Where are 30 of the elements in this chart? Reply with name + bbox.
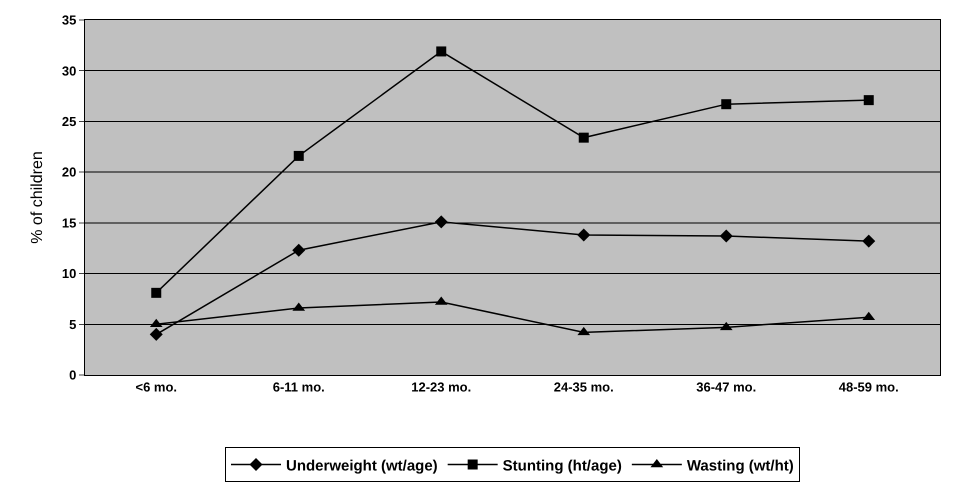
point xyxy=(150,328,163,341)
point xyxy=(577,228,590,242)
y-tick-label: 30 xyxy=(62,63,76,78)
y-axis-title: % of children xyxy=(28,151,46,244)
x-tick-label: 48-59 mo. xyxy=(838,380,899,395)
legend-label: Stunting (ht/age) xyxy=(502,457,622,474)
point xyxy=(151,288,162,298)
point xyxy=(292,244,306,257)
point xyxy=(578,132,589,143)
x-tick-label: 24-35 mo. xyxy=(554,380,614,395)
y-tick-label: 0 xyxy=(69,368,76,383)
legend-label: Underweight (wt/age) xyxy=(286,457,438,474)
point xyxy=(864,95,874,106)
y-tick-label: 15 xyxy=(62,215,76,230)
y-tick-label: 5 xyxy=(69,316,76,332)
legend-label: Wasting (wt/ht) xyxy=(686,457,794,474)
point xyxy=(434,215,448,228)
y-tick-label: 20 xyxy=(62,164,76,180)
y-tick-label: 35 xyxy=(62,12,76,28)
y-tick-label: 25 xyxy=(62,114,76,129)
x-tick-label: 6-11 mo. xyxy=(272,380,325,395)
x-tick-label: <6 mo. xyxy=(135,380,178,395)
point xyxy=(720,230,733,243)
x-tick-label: 12-23 mo. xyxy=(411,380,472,395)
x-tick-label: 36-47 mo. xyxy=(696,380,756,395)
point xyxy=(862,234,876,248)
y-tick-label: 10 xyxy=(62,266,76,282)
point xyxy=(436,46,446,56)
point xyxy=(294,150,304,161)
point xyxy=(721,99,732,110)
